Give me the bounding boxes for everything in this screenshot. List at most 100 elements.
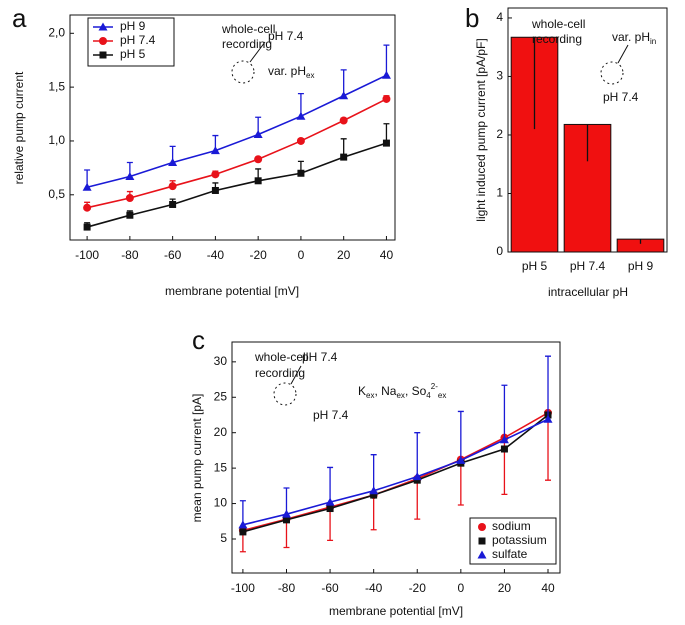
plot-frame: [507, 7, 668, 253]
marker: [239, 528, 247, 536]
error-bar: [457, 410, 464, 461]
annotation-part: ex: [396, 391, 404, 400]
annotation: var. pHex: [268, 64, 314, 80]
marker: [282, 516, 290, 524]
y-tick-label: 15: [214, 460, 228, 474]
annotation-part: , Na: [374, 384, 396, 398]
marker: [340, 153, 348, 161]
legend-label: pH 5: [120, 47, 146, 61]
annotation: recording: [532, 32, 582, 46]
cell-diagram: [231, 60, 255, 84]
marker: [369, 486, 379, 495]
marker: [456, 455, 466, 464]
marker: [254, 177, 262, 185]
marker: [82, 182, 92, 191]
marker: [168, 182, 177, 191]
annotation: var. pHin: [612, 30, 656, 46]
y-tick-label: 2: [496, 127, 503, 141]
marker: [254, 155, 263, 164]
marker: [382, 139, 390, 147]
y-tick-label: 1,5: [48, 79, 65, 93]
legend-marker: [99, 37, 107, 45]
marker: [297, 169, 305, 177]
legend-label: potassium: [492, 533, 547, 547]
x-tick-label: -100: [75, 248, 99, 262]
annotation: pH 7.4: [603, 90, 639, 104]
panel-label: c: [192, 325, 205, 355]
annotation: recording: [255, 366, 305, 380]
error-bar: [327, 466, 334, 503]
marker: [83, 223, 91, 231]
x-tick-label: -100: [231, 581, 255, 595]
legend-marker: [99, 51, 107, 59]
annotation: Kex, Naex, So42-ex: [358, 382, 446, 400]
error-bar: [370, 495, 377, 531]
x-axis-label: membrane potential [mV]: [165, 284, 299, 298]
annotation-part: var. pH: [268, 64, 306, 78]
y-tick-label: 30: [214, 354, 228, 368]
series-line: [242, 414, 549, 533]
annotation-part: pH 7.4: [603, 90, 639, 104]
x-tick-label: 20: [337, 248, 351, 262]
annotation-part: ex: [306, 71, 314, 80]
y-tick-label: 5: [220, 531, 227, 545]
legend-marker: [477, 550, 487, 559]
annotation-part: 4: [426, 391, 431, 400]
y-tick-label: 25: [214, 389, 228, 403]
x-tick-label: -80: [278, 581, 296, 595]
y-tick-label: 2,0: [48, 25, 65, 39]
legend-label: sulfate: [492, 547, 528, 561]
annotation-part: K: [358, 384, 366, 398]
x-tick-label: -20: [249, 248, 267, 262]
pipette: [249, 41, 266, 63]
annotation-part: pH 7.4: [313, 408, 349, 422]
panel-label: a: [12, 3, 27, 33]
marker: [125, 194, 134, 203]
y-tick-label: 0,5: [48, 187, 65, 201]
marker: [253, 129, 263, 138]
annotation-part: 2-: [431, 382, 438, 391]
cell-diagram: [273, 382, 297, 406]
y-tick-label: 4: [496, 10, 503, 24]
annotation-part: pH 7.4: [302, 350, 338, 364]
marker: [339, 116, 348, 125]
marker: [326, 505, 334, 513]
marker: [168, 157, 178, 166]
annotation-part: recording: [532, 32, 582, 46]
y-tick-label: 20: [214, 425, 228, 439]
x-tick-label: -40: [365, 581, 383, 595]
annotation-part: pH 7.4: [268, 29, 304, 43]
y-axis-label: relative pump current: [12, 71, 26, 184]
annotation: whole-cell: [221, 22, 275, 36]
series-line: [86, 74, 387, 189]
legend-label: pH 7.4: [120, 33, 156, 47]
marker: [412, 472, 422, 481]
x-tick-label: 20: [498, 581, 512, 595]
marker: [296, 111, 306, 120]
marker: [499, 435, 509, 444]
annotation-part: whole-cell: [531, 17, 585, 31]
marker: [210, 146, 220, 155]
marker: [238, 520, 248, 529]
x-tick-label: pH 9: [628, 259, 654, 273]
error-bar: [327, 507, 334, 542]
legend-label: sodium: [492, 519, 531, 533]
series-line: [242, 418, 549, 526]
legend-marker: [98, 22, 108, 31]
marker: [382, 94, 391, 103]
x-tick-label: 40: [541, 581, 555, 595]
annotation-part: in: [650, 37, 656, 46]
x-tick-label: -40: [207, 248, 225, 262]
x-tick-label: -20: [409, 581, 427, 595]
y-axis-label: mean pump current [pA]: [190, 394, 204, 523]
series-line: [86, 142, 387, 228]
marker: [339, 91, 349, 100]
cell-diagram: [600, 61, 624, 85]
error-bar: [283, 519, 290, 549]
series-line: [86, 98, 387, 209]
error-bar: [545, 355, 552, 420]
x-tick-label: -60: [321, 581, 339, 595]
annotation: whole-cell: [254, 350, 308, 364]
annotation-part: whole-cell: [221, 22, 275, 36]
